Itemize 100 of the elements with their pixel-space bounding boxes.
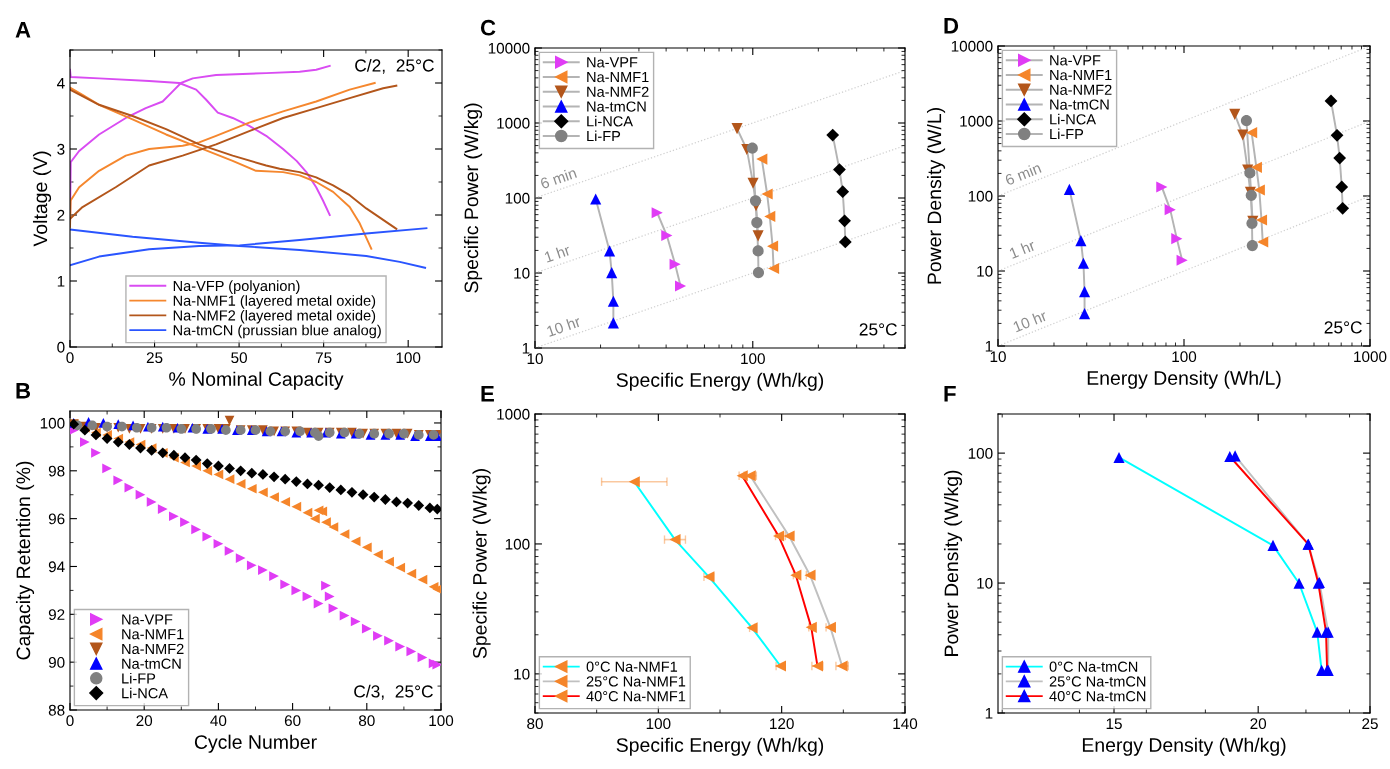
chart-title: E xyxy=(481,386,494,402)
y-tick-label: 92 xyxy=(48,609,65,621)
y-tick-label: 4 xyxy=(56,78,65,89)
legend-label: Li-FP xyxy=(122,672,156,684)
y-tick-label: 2 xyxy=(57,209,65,221)
legend-label: Li-NCA xyxy=(122,687,169,699)
legend-label: Na-NMF2 xyxy=(122,643,184,655)
x-tick-label: 15 xyxy=(1106,718,1122,730)
legend-label: 25°C Na-NMF1 xyxy=(586,676,686,687)
y-tick-label: 94 xyxy=(48,561,65,573)
legend-label: Na-NMF2 xyxy=(587,86,649,97)
x-axis-title: Energy Density (Wh/kg) xyxy=(1082,737,1286,756)
legend-label: Na-NMF1 xyxy=(122,629,184,640)
annotation: 10 hr xyxy=(546,315,582,337)
y-axis-title: Power Density (W/L) xyxy=(926,108,946,284)
x-tick-label: 140 xyxy=(893,718,918,730)
legend-label: Na-NMF1 xyxy=(587,72,649,83)
chart-title: F xyxy=(944,386,956,402)
x-tick-label: 100 xyxy=(646,718,671,730)
y-tick-label: 1 xyxy=(522,343,530,354)
legend-label: Li-NCA xyxy=(587,115,634,127)
y-tick-label: 1000 xyxy=(497,408,530,420)
x-tick-label: 20 xyxy=(1250,718,1267,730)
x-axis-title: Specific Energy (Wh/kg) xyxy=(616,737,824,756)
x-tick-label: 20 xyxy=(136,715,153,727)
x-tick-label: 100 xyxy=(429,715,454,727)
chart-title: D xyxy=(944,18,959,34)
x-tick-label: 25 xyxy=(146,352,163,364)
legend-label: 25°C Na-tmCN xyxy=(1049,676,1146,687)
x-tick-label: 120 xyxy=(770,718,794,730)
legend-label: Na-NMF2 (layered metal oxide) xyxy=(173,309,376,324)
y-tick-label: 98 xyxy=(48,465,65,477)
x-axis-title: Energy Density (Wh/L) xyxy=(1087,370,1281,389)
legend-label: Na-VPF xyxy=(1050,55,1101,66)
y-tick-label: 100 xyxy=(968,190,993,202)
legend-label: Na-NMF1 xyxy=(1050,70,1112,81)
annotation: 6 min xyxy=(539,166,577,190)
annotation: C/3, 25°C xyxy=(354,684,433,700)
y-tick-label: 10000 xyxy=(488,42,530,54)
legend-label: Na-VPF xyxy=(122,614,173,625)
y-axis-title: Voltage (V) xyxy=(32,151,52,247)
legend-label: Na-NMF2 xyxy=(1050,84,1112,95)
legend-label: 40°C Na-tmCN xyxy=(1049,691,1146,702)
legend-label: Na-tmCN xyxy=(587,101,646,112)
legend-label: Li-FP xyxy=(1050,128,1084,140)
legend-label: Na-VPF xyxy=(587,57,638,68)
legend-label: Li-FP xyxy=(587,130,621,142)
y-tick-label: 88 xyxy=(48,704,65,716)
legend-label: Na-tmCN (prussian blue analog) xyxy=(173,324,381,339)
chart-title: B xyxy=(16,383,31,399)
legend-label: Na-NMF1 (layered metal oxide) xyxy=(173,295,376,309)
annotation: 1 hr xyxy=(543,244,571,263)
y-tick-label: 10 xyxy=(977,265,993,277)
annotation: 25°C xyxy=(859,323,897,336)
x-axis-title: Cycle Number xyxy=(194,734,317,753)
y-tick-label: 96 xyxy=(48,513,65,525)
y-tick-label: 1000 xyxy=(960,115,993,127)
chart-title: A xyxy=(15,22,31,38)
legend-label: 40°C Na-NMF1 xyxy=(586,691,686,702)
y-tick-label: 1 xyxy=(57,276,65,287)
y-tick-label: 1 xyxy=(985,708,993,719)
y-tick-label: 0 xyxy=(57,341,65,353)
chart-title: C xyxy=(480,19,496,36)
y-axis-title: Specific Power (W/kg) xyxy=(472,469,491,659)
y-tick-label: 10000 xyxy=(951,40,993,52)
x-tick-label: 100 xyxy=(1172,351,1197,363)
x-tick-label: 100 xyxy=(741,353,765,365)
annotation: C/2, 25°C xyxy=(355,58,434,74)
x-tick-label: 10 xyxy=(527,353,543,365)
legend-label: Na-tmCN xyxy=(122,658,181,669)
x-tick-label: 50 xyxy=(231,352,247,364)
y-axis-title: Power Density (W/kg) xyxy=(943,470,963,656)
annotation: 1 hr xyxy=(1008,239,1036,259)
x-tick-label: 1000 xyxy=(1354,351,1387,363)
legend-label: Na-VFP (polyanion) xyxy=(173,280,300,294)
y-tick-label: 10 xyxy=(514,668,530,680)
y-axis-title: Specific Power (W/kg) xyxy=(463,103,483,293)
y-axis-title: Capacity Retention (%) xyxy=(15,461,35,660)
y-tick-label: 1 xyxy=(985,341,993,352)
x-axis-title: % Nominal Capacity xyxy=(169,371,344,390)
y-tick-label: 1000 xyxy=(497,117,530,129)
y-tick-label: 100 xyxy=(505,192,530,204)
x-tick-label: 40 xyxy=(210,715,227,727)
x-tick-label: 80 xyxy=(358,715,375,727)
y-tick-label: 10 xyxy=(977,577,993,589)
legend-label: Li-NCA xyxy=(1050,113,1097,125)
y-tick-label: 100 xyxy=(968,447,993,459)
annotation: 25°C xyxy=(1324,321,1362,334)
x-tick-label: 75 xyxy=(315,352,332,364)
y-tick-label: 10 xyxy=(514,267,530,279)
y-tick-label: 3 xyxy=(57,143,65,155)
legend-label: 0°C Na-tmCN xyxy=(1049,661,1138,672)
legend-label: 0°C Na-NMF1 xyxy=(586,661,678,672)
x-axis-title: Specific Energy (Wh/kg) xyxy=(616,372,824,391)
x-tick-label: 80 xyxy=(527,718,543,730)
annotation: 10 hr xyxy=(1012,309,1048,333)
x-tick-label: 0 xyxy=(66,715,74,727)
y-tick-label: 100 xyxy=(40,417,65,429)
x-tick-label: 60 xyxy=(284,715,301,727)
x-tick-label: 25 xyxy=(1362,718,1378,730)
